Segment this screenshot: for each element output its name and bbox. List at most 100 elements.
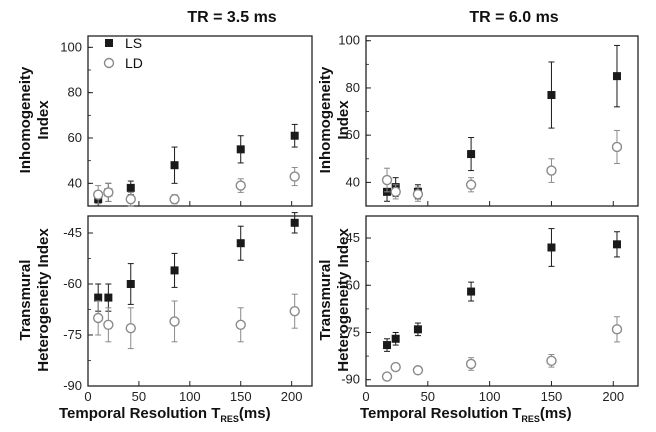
data-point-ld [289,171,300,182]
data-point-ls [126,280,135,288]
data-point-ls [290,218,299,227]
ylabel-inhomogeneity-right: Inhomogeneity Index [317,66,352,173]
ylabel-transmural-left: Transmural Heterogeneity Index [17,228,52,372]
data-point-ld [611,324,623,335]
data-point-ld [390,186,401,198]
x-tick-label: 200 [281,389,303,404]
y-tick-label: -45 [63,225,82,240]
y-tick-label: -60 [63,276,82,291]
ylabel-line2: Index [335,100,352,140]
y-tick-label: 60 [346,127,360,142]
panel-tr60-inhomogeneity: 40 60 80 100 [338,33,639,207]
y-tick-label: -75 [63,327,82,342]
data-point-ls [547,91,556,100]
ylabel-line1: Inhomogeneity [317,66,334,173]
legend-marker-ls [105,39,113,47]
plot-frame [365,35,639,207]
data-point-ls [467,287,476,296]
ylabel-line1: Inhomogeneity [17,66,34,173]
plot-frame [365,215,639,387]
xlabel-unit: (ms) [239,405,271,422]
legend-label-ls: LS [125,35,142,51]
series-ls [94,123,299,207]
data-point-ls [104,293,113,302]
panel-tr60-transmural: -45 -60 -75 -900 50 100 150 200 [341,215,639,404]
ylabel-inhomogeneity-left: Inhomogeneity Index [17,66,52,173]
series-ls [383,228,621,352]
data-point-ld [390,361,401,373]
data-point-ld [465,179,477,190]
panel-tr35-inhomogeneity: 40 60 80 100 [60,35,313,207]
data-point-ld [412,365,424,376]
y-tick-label: 100 [60,39,82,54]
data-point-ld [92,189,104,200]
data-point-ld [235,180,246,191]
plot-frame [87,215,313,387]
data-point-ld [125,193,136,205]
x-tick-label: 0 [84,389,91,404]
data-point-ld [611,141,623,153]
y-tick-label: -90 [341,372,360,387]
xlabel-left: Temporal Resolution TRES(ms) [59,405,271,424]
y-tick-label: 40 [346,174,360,189]
plot-frame [87,35,313,207]
y-tick-label: 80 [68,85,82,100]
data-point-ls [170,161,179,170]
x-tick-label: 200 [602,389,624,404]
xlabel-subscript: RES [521,414,540,424]
data-point-ld [103,319,114,330]
ylabel-line1: Transmural [17,260,34,341]
ylabel-line2: Heterogeneity Index [335,228,352,372]
data-point-ld [92,312,104,324]
x-tick-label: 0 [362,389,369,404]
series-ld [381,129,623,202]
col-title-left: TR = 3.5 ms [187,9,276,26]
data-point-ls [612,240,621,249]
legend: LS LD [103,35,143,71]
col-title-right: TR = 6.0 ms [469,9,558,26]
xlabel-unit: (ms) [540,405,572,422]
x-tick-label: 50 [421,389,435,404]
data-point-ls [236,239,245,248]
x-tick-label: 150 [541,389,563,404]
xlabel-right: Temporal Resolution TRES(ms) [360,405,572,424]
ylabel-line2: Heterogeneity Index [35,228,52,372]
x-tick-label: 100 [479,389,501,404]
data-point-ld [546,355,557,367]
data-point-ld [381,371,393,382]
data-point-ld [465,358,477,370]
xlabel-subscript: RES [220,414,239,424]
y-tick-label: 80 [346,80,360,95]
series-ld [92,166,300,207]
ylabel-transmural-right: Transmural Heterogeneity Index [317,228,352,372]
y-tick-label: 40 [68,175,82,190]
series-ls [383,44,621,202]
y-tick-label: -90 [63,378,82,393]
data-point-ls [391,334,400,343]
ylabel-line1: Transmural [317,260,334,341]
data-point-ls [612,72,621,81]
svg-text:Temporal Resolution TRES(ms): Temporal Resolution TRES(ms) [59,405,271,424]
data-point-ls [383,341,392,350]
data-point-ls [236,145,245,154]
legend-marker-ld [103,57,115,69]
y-tick-label: -60 [341,277,360,292]
data-point-ld [412,188,424,200]
data-point-ls [467,150,476,159]
data-point-ld [169,193,180,205]
data-point-ld [546,165,557,176]
data-point-ls [126,183,135,192]
y-tick-label: -75 [341,324,360,339]
xlabel-main: Temporal Resolution T [360,405,521,422]
data-point-ld [381,174,393,186]
series-ld [92,293,300,350]
series-ld [381,316,623,382]
legend-label-ld: LD [125,55,143,71]
data-point-ld [289,306,300,317]
data-point-ld [125,323,136,334]
data-point-ls [290,131,299,140]
x-tick-label: 100 [179,389,201,404]
data-point-ld [169,316,180,327]
data-point-ls [413,325,422,334]
